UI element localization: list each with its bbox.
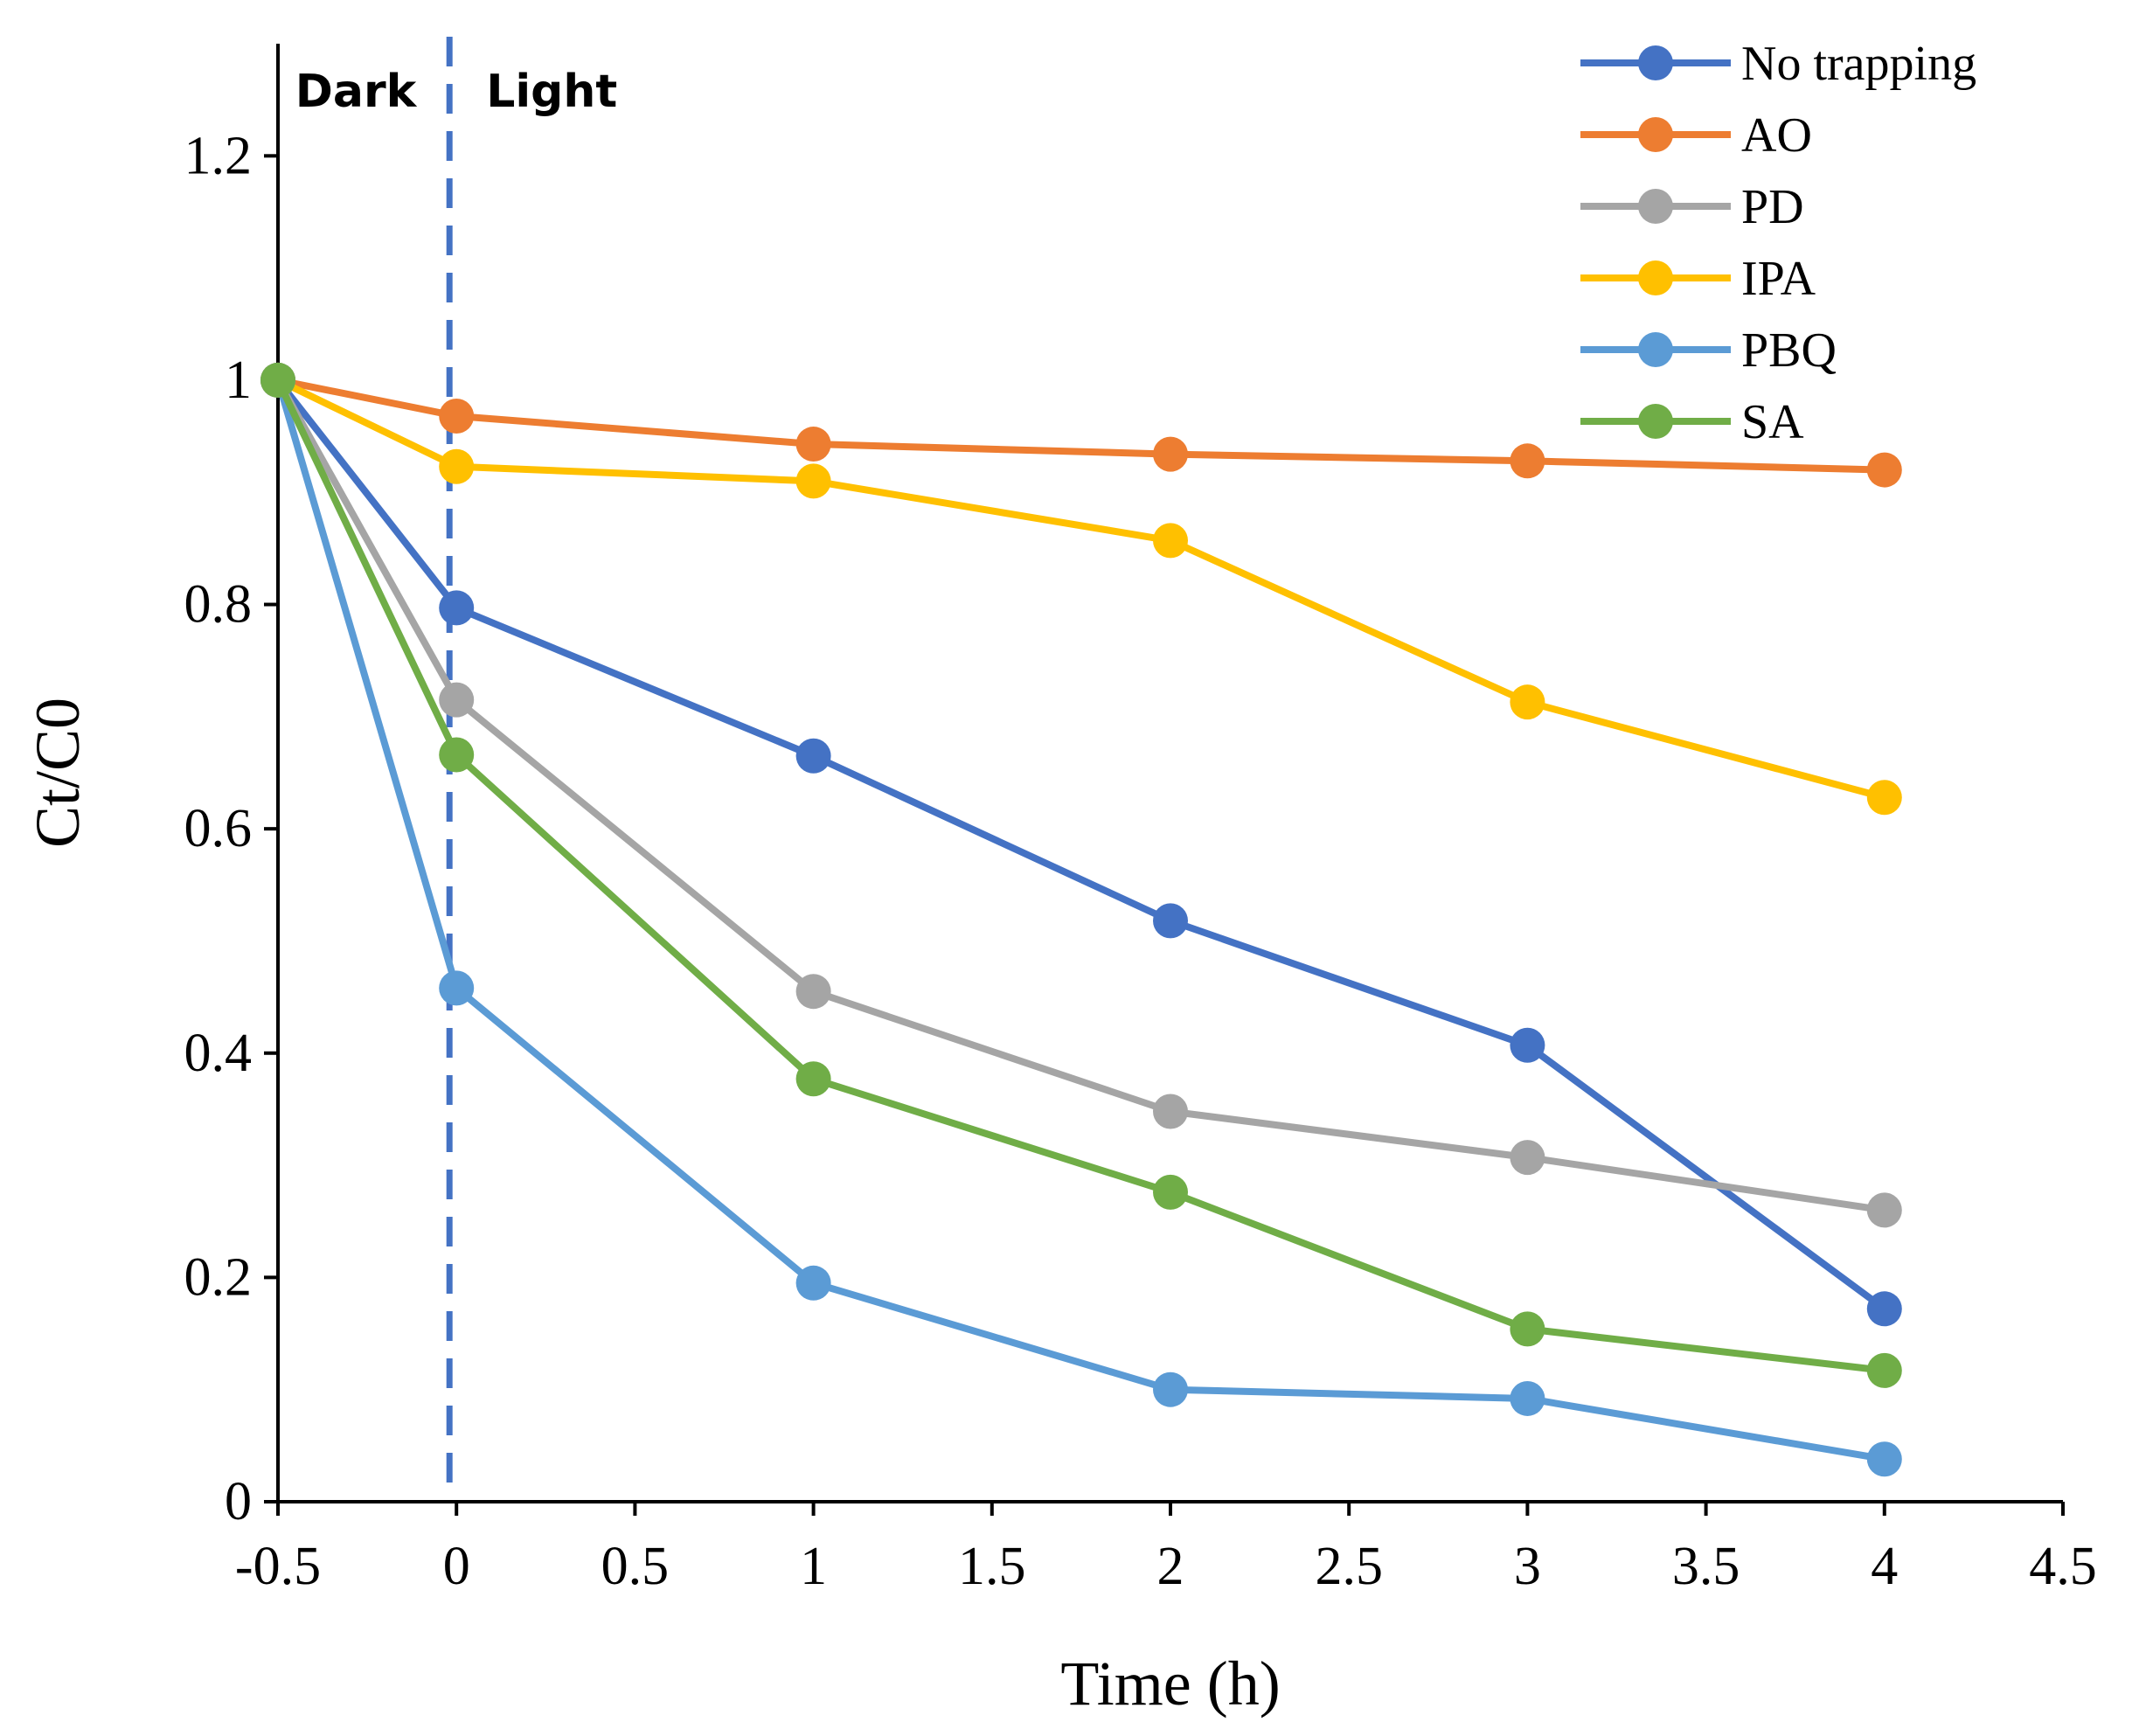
y-tick-label: 1.2 [184,126,253,185]
series-line-no-trapping [274,378,1887,1312]
data-point-no-trapping [795,738,831,774]
series-line-ao [277,377,1885,474]
x-axis-title: Time (h) [1060,1649,1280,1719]
x-tick-label: 2 [1157,1537,1184,1596]
data-point-ao [1510,443,1545,479]
y-tick-label: 1 [225,351,252,410]
data-point-ipa [1153,523,1188,559]
legend-label-ipa: IPA [1741,252,1816,306]
legend-marker-pd [1638,189,1673,224]
x-tick-label: 1.5 [958,1537,1026,1596]
data-point-sa [439,737,475,773]
data-point-ao [1153,436,1188,472]
legend-marker-ao [1638,117,1673,152]
x-tick-label: 1 [800,1537,827,1596]
data-point-no-trapping [439,590,475,626]
data-point-pbq [1510,1380,1545,1416]
data-point-no-trapping [1510,1027,1545,1063]
data-point-pbq [795,1265,831,1301]
data-point-ao [1866,452,1902,488]
series-line-ipa [276,377,1885,802]
data-point-pd [439,682,475,718]
series-group [260,362,1902,1477]
y-tick-label: 0.6 [184,799,253,858]
legend: No trapping AO PD IPA PBQ SA [1580,37,1976,449]
x-tick-label: 2.5 [1315,1537,1383,1596]
data-point-ipa [1866,780,1902,816]
x-tick-label: 4 [1871,1537,1898,1596]
data-point-pd [1153,1094,1188,1129]
data-point-ao [439,398,475,434]
series-line-sa [274,378,1885,1374]
legend-marker-sa [1638,404,1673,439]
legend-marker-pbq [1638,332,1673,367]
data-point-sa [1510,1311,1545,1347]
x-tick-label: 0.5 [601,1537,670,1596]
legend-label-pbq: PBQ [1741,323,1837,378]
y-tick-label: 0.2 [184,1247,253,1307]
legend-marker-ipa [1638,260,1673,295]
legend-marker-no-trapping [1638,45,1673,80]
y-axis-title: Ct/C0 [23,698,93,848]
data-point-sa [1866,1352,1902,1388]
series-line-pd [274,378,1885,1214]
data-point-ao [795,427,831,462]
data-point-no-trapping [1153,903,1188,939]
data-point-no-trapping [1866,1291,1902,1327]
data-point-ipa [1510,684,1545,720]
series-line-pbq [274,378,1885,1463]
data-point-pbq [439,970,475,1006]
y-axis: 0 0.2 0.4 0.6 0.8 1 1.2 [184,44,280,1531]
x-tick-label: 4.5 [2029,1537,2097,1596]
data-point-pbq [1866,1441,1902,1477]
data-point-sa [795,1061,831,1097]
dark-label: Dark [295,66,418,118]
legend-label-sa: SA [1741,395,1804,449]
legend-label-ao: AO [1741,108,1812,163]
data-point-sa [1153,1174,1188,1210]
data-point-ipa [439,448,475,484]
y-tick-label: 0.8 [184,575,253,635]
legend-label-pd: PD [1741,180,1804,234]
data-point-pd [795,974,831,1010]
data-point-pd [1866,1192,1902,1228]
x-tick-label: 0 [443,1537,470,1596]
x-axis: -0.5 0 0.5 1 1.5 2 2.5 3 3.5 4 4.5 [235,1500,2097,1596]
data-point-pbq [1153,1371,1188,1407]
legend-label-no-trapping: No trapping [1741,37,1976,91]
data-point-pd [1510,1140,1545,1176]
y-tick-label: 0.4 [184,1024,253,1083]
data-point-sa [260,362,295,398]
x-tick-label: 3.5 [1672,1537,1740,1596]
data-point-ipa [795,463,831,499]
y-tick-label: 0 [225,1472,252,1531]
x-tick-label: -0.5 [235,1537,321,1596]
light-label: Light [486,66,617,118]
x-tick-label: 3 [1514,1537,1541,1596]
